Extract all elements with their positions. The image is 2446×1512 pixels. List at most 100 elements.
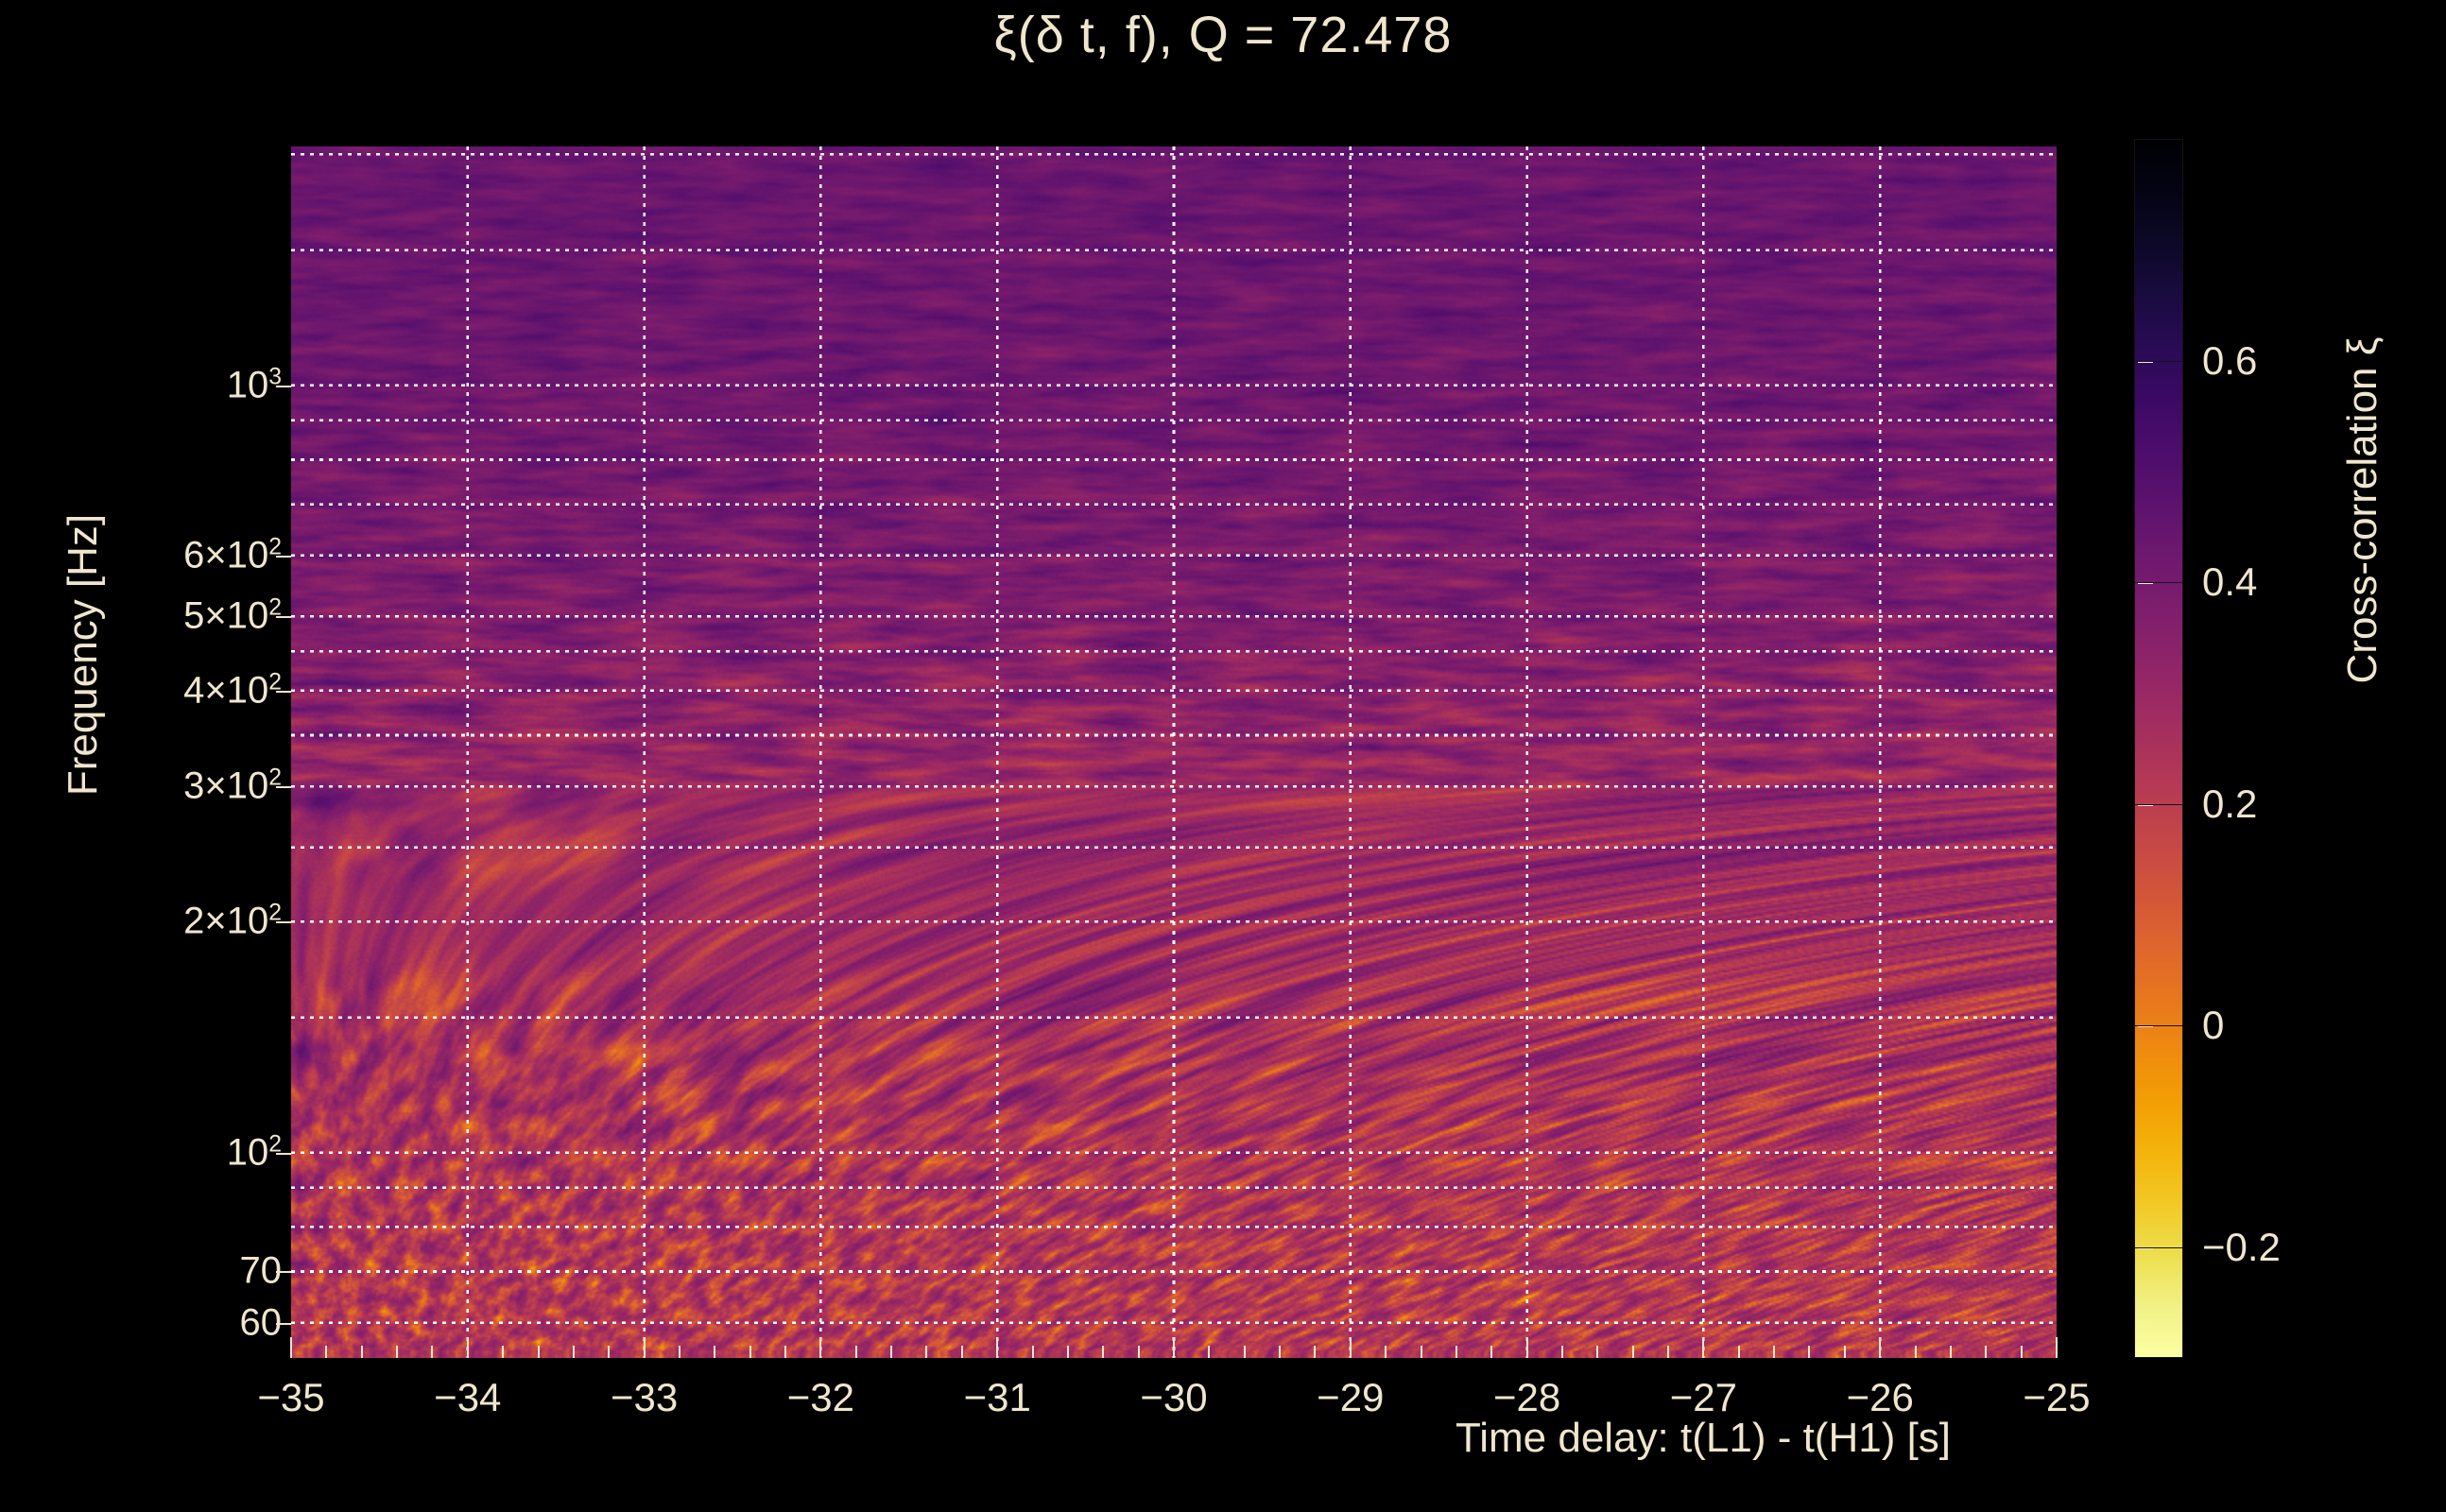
x-tick-label-35: −35 xyxy=(257,1375,325,1419)
y-tick-label-500: 5×102 xyxy=(113,595,282,638)
y-tick-mark xyxy=(276,786,291,789)
colorbar-separator xyxy=(2135,1246,2182,1248)
x-minor-tick-mark xyxy=(1667,1346,1670,1358)
y-tick-label-70: 70 xyxy=(113,1249,283,1293)
x-tick-mark xyxy=(290,1337,292,1358)
y-tick-exponent: 2 xyxy=(268,534,282,560)
x-tick-mark xyxy=(466,1337,469,1358)
y-tick-mark xyxy=(276,1271,291,1274)
y-tick-mantissa: 5×10 xyxy=(183,594,269,637)
x-minor-tick-mark xyxy=(749,1346,751,1358)
x-tick-mark xyxy=(996,1337,999,1358)
x-minor-tick-mark xyxy=(890,1346,893,1358)
y-tick-mantissa: 10 xyxy=(226,1131,269,1174)
x-tick-label-25: −25 xyxy=(2023,1375,2091,1419)
y-tick-label-200: 2×102 xyxy=(113,901,282,943)
y-tick-mantissa: 60 xyxy=(239,1301,283,1344)
x-minor-tick-mark xyxy=(1455,1346,1457,1358)
colorbar-tick-mark xyxy=(2138,803,2153,806)
x-tick-mark xyxy=(2056,1337,2058,1358)
y-tick-label-60: 60 xyxy=(113,1301,283,1344)
x-minor-tick-mark xyxy=(714,1346,716,1358)
x-minor-tick-mark xyxy=(1914,1346,1917,1358)
x-minor-tick-mark xyxy=(1385,1346,1387,1358)
colorbar-tick-label-1: 0.4 xyxy=(2202,559,2258,605)
colorbar-tick-label-2: 0.2 xyxy=(2202,781,2258,826)
y-tick-exponent: 2 xyxy=(268,669,282,696)
x-minor-tick-mark xyxy=(1208,1346,1211,1358)
x-tick-mark xyxy=(819,1337,822,1358)
y-tick-exponent: 3 xyxy=(268,364,282,390)
y-tick-label-400: 4×102 xyxy=(113,669,282,712)
y-tick-mantissa: 70 xyxy=(239,1249,283,1292)
y-tick-mark xyxy=(276,385,291,387)
x-minor-tick-mark xyxy=(1843,1346,1846,1358)
y-tick-mark xyxy=(276,616,291,619)
x-minor-tick-mark xyxy=(784,1346,787,1358)
x-minor-tick-mark xyxy=(1137,1346,1140,1358)
x-tick-label-28: −28 xyxy=(1492,1375,1561,1419)
y-tick-mark xyxy=(276,1152,291,1155)
x-tick-label-33: −33 xyxy=(610,1375,679,1419)
y-tick-exponent: 2 xyxy=(268,594,282,621)
x-minor-tick-mark xyxy=(2020,1346,2023,1358)
x-tick-label-29: −29 xyxy=(1317,1375,1385,1419)
y-tick-mantissa: 4×10 xyxy=(183,669,269,712)
x-tick-label-31: −31 xyxy=(963,1375,1031,1419)
y-tick-label-1000: 103 xyxy=(113,364,282,406)
heatmap-image xyxy=(291,146,2057,1358)
colorbar-separator xyxy=(2135,582,2182,584)
y-tick-mark xyxy=(276,555,291,558)
y-tick-mark xyxy=(276,690,291,693)
y-tick-mantissa: 3×10 xyxy=(183,765,269,807)
x-minor-tick-mark xyxy=(1279,1346,1282,1358)
x-minor-tick-mark xyxy=(1031,1346,1034,1358)
y-tick-label-300: 3×102 xyxy=(113,765,282,808)
x-minor-tick-mark xyxy=(1737,1346,1740,1358)
x-minor-tick-mark xyxy=(1631,1346,1634,1358)
x-minor-tick-mark xyxy=(678,1346,680,1358)
x-minor-tick-mark xyxy=(1985,1346,1988,1358)
x-minor-tick-mark xyxy=(925,1346,928,1358)
x-minor-tick-mark xyxy=(960,1346,963,1358)
colorbar-tick-label-3: 0 xyxy=(2202,1003,2225,1048)
y-tick-exponent: 2 xyxy=(268,1131,282,1158)
y-tick-exponent: 2 xyxy=(268,765,282,791)
x-minor-tick-mark xyxy=(1596,1346,1599,1358)
colorbar-separator xyxy=(2135,360,2182,362)
x-tick-mark xyxy=(1349,1337,1352,1358)
x-minor-tick-mark xyxy=(1314,1346,1317,1358)
x-tick-label-27: −27 xyxy=(1669,1375,1738,1419)
x-minor-tick-mark xyxy=(537,1346,540,1358)
colorbar-tick-label-4: −0.2 xyxy=(2202,1224,2281,1269)
y-axis-title-text: Frequency [Hz] xyxy=(60,514,106,797)
colorbar-separator xyxy=(2135,803,2182,805)
x-tick-mark xyxy=(1525,1337,1528,1358)
heatmap-plot-area xyxy=(291,146,2057,1358)
colorbar-title: Cross-correlation ξ xyxy=(2334,132,2391,888)
x-minor-tick-mark xyxy=(1243,1346,1246,1358)
x-axis-title: Time delay: t(L1) - t(H1) [s] xyxy=(1456,1415,1952,1461)
colorbar-tick-mark xyxy=(2138,1246,2153,1249)
colorbar-tick-label-0: 0.6 xyxy=(2202,337,2258,383)
x-minor-tick-mark xyxy=(1773,1346,1776,1358)
x-minor-tick-mark xyxy=(1808,1346,1811,1358)
colorbar-tick-mark xyxy=(2138,360,2153,363)
x-minor-tick-mark xyxy=(1420,1346,1422,1358)
y-tick-mark xyxy=(276,1322,291,1325)
y-tick-mantissa: 6×10 xyxy=(183,534,269,576)
y-axis-title: Frequency [Hz] xyxy=(57,146,110,1358)
x-minor-tick-mark xyxy=(502,1346,505,1358)
x-minor-tick-mark xyxy=(1102,1346,1105,1358)
colorbar xyxy=(2134,139,2183,1358)
x-minor-tick-mark xyxy=(1560,1346,1563,1358)
x-tick-label-30: −30 xyxy=(1140,1375,1208,1419)
x-tick-label-32: −32 xyxy=(786,1375,855,1419)
plot-title: ξ(δ t, f), Q = 72.478 xyxy=(993,7,1453,63)
x-minor-tick-mark xyxy=(1066,1346,1069,1358)
x-minor-tick-mark xyxy=(572,1346,575,1358)
x-minor-tick-mark xyxy=(1490,1346,1493,1358)
x-minor-tick-mark xyxy=(1949,1346,1952,1358)
colorbar-gradient xyxy=(2135,140,2182,1357)
